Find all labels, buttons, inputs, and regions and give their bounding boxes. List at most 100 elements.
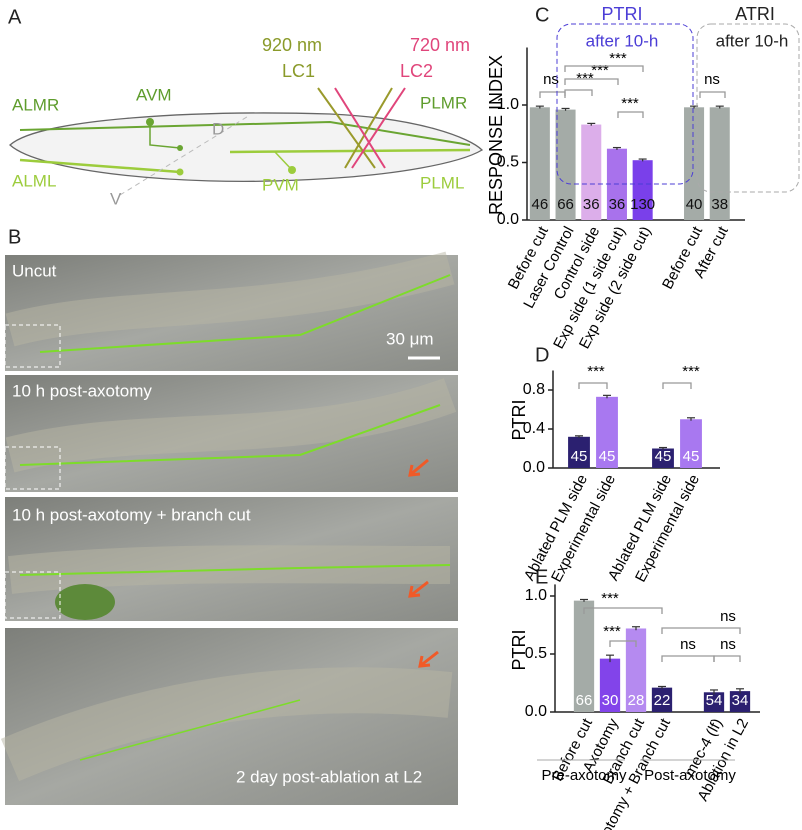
y-tick-label: 0.0 bbox=[497, 211, 519, 228]
axis-label: V bbox=[110, 189, 122, 208]
worm-body bbox=[5, 251, 455, 347]
arrow bbox=[408, 580, 429, 598]
count-label: 36 bbox=[583, 196, 600, 213]
count-label: 36 bbox=[609, 196, 626, 213]
significance-bracket bbox=[564, 89, 593, 96]
dv-axis bbox=[119, 114, 251, 196]
scale-bar-label: 30 μm bbox=[386, 329, 434, 348]
count-label: 28 bbox=[628, 692, 645, 709]
significance-bracket bbox=[661, 627, 741, 634]
bar bbox=[555, 109, 576, 220]
bar bbox=[680, 419, 702, 468]
count-label: 45 bbox=[683, 448, 700, 465]
y-axis-label: RESPONSE INDEX bbox=[486, 55, 506, 215]
bar bbox=[599, 658, 621, 712]
laser-name: LC1 bbox=[282, 61, 315, 81]
panel-label: E bbox=[535, 566, 548, 588]
bar bbox=[596, 396, 618, 468]
panel-label: D bbox=[535, 344, 549, 366]
significance-label: *** bbox=[682, 363, 700, 380]
bar bbox=[684, 107, 705, 220]
count-label: 40 bbox=[686, 196, 703, 213]
significance-label: *** bbox=[609, 50, 627, 67]
worm-outline bbox=[9, 112, 484, 183]
bar bbox=[729, 691, 751, 712]
y-tick-label: 0.0 bbox=[525, 703, 547, 720]
laser-wavelength: 920 nm bbox=[262, 35, 322, 55]
count-label: 34 bbox=[732, 692, 749, 709]
neuron-process bbox=[274, 151, 293, 171]
neuron-process bbox=[19, 120, 471, 146]
neuron-label: PLML bbox=[420, 173, 464, 192]
y-tick-label: 0.4 bbox=[523, 420, 545, 437]
worm-body bbox=[7, 545, 451, 594]
bar bbox=[529, 107, 550, 220]
count-label: 30 bbox=[602, 692, 619, 709]
inset-box bbox=[4, 571, 61, 619]
significance-label: ns bbox=[720, 608, 736, 625]
neuron-soma bbox=[177, 145, 183, 151]
laser-name: LC2 bbox=[400, 61, 433, 81]
bar bbox=[625, 628, 647, 712]
significance-bracket bbox=[661, 655, 715, 662]
neuron-label: AVM bbox=[136, 85, 172, 104]
y-axis-label: PTRI bbox=[509, 629, 529, 670]
group-subtitle: after 10-h bbox=[586, 31, 659, 50]
bar bbox=[651, 687, 673, 712]
significance-label: *** bbox=[621, 95, 639, 112]
significance-bracket bbox=[617, 111, 644, 118]
bar bbox=[652, 448, 674, 468]
significance-bracket bbox=[699, 91, 726, 98]
count-label: 66 bbox=[576, 692, 593, 709]
significance-bracket bbox=[539, 91, 566, 98]
neuron-process bbox=[79, 699, 301, 761]
significance-label: *** bbox=[603, 623, 621, 640]
neuron-label: PLMR bbox=[420, 93, 467, 112]
group-box bbox=[556, 23, 694, 185]
neuron-process bbox=[149, 125, 181, 149]
y-tick-label: 1.0 bbox=[497, 96, 519, 113]
significance-label: *** bbox=[587, 363, 605, 380]
count-label: 38 bbox=[711, 196, 728, 213]
count-label: 45 bbox=[599, 448, 616, 465]
laser-wavelength: 720 nm bbox=[410, 35, 470, 55]
panel-label: A bbox=[8, 6, 22, 28]
neuron-process bbox=[19, 148, 471, 174]
count-label: 22 bbox=[654, 692, 671, 709]
arrow bbox=[418, 650, 439, 668]
neuron-label: ALML bbox=[12, 171, 56, 190]
group-label: Pre-axotomy bbox=[541, 767, 627, 784]
worm-body bbox=[5, 378, 457, 473]
neuron-soma bbox=[146, 118, 154, 126]
embryo bbox=[55, 584, 115, 620]
neuron-label: ALMR bbox=[12, 95, 59, 114]
significance-label: ns bbox=[704, 71, 720, 88]
group-label: Post-axotomy bbox=[644, 767, 736, 784]
significance-label: ns bbox=[720, 636, 736, 653]
panel-label: C bbox=[535, 4, 549, 26]
count-label: 66 bbox=[557, 196, 574, 213]
worm-body bbox=[0, 667, 453, 782]
bar bbox=[573, 600, 595, 712]
count-label: 46 bbox=[532, 196, 549, 213]
bar bbox=[703, 692, 725, 712]
y-tick-label: 0.5 bbox=[497, 154, 519, 171]
arrow bbox=[408, 458, 429, 477]
laser-beam bbox=[334, 87, 406, 169]
image-label: Uncut bbox=[12, 261, 57, 280]
significance-bracket bbox=[713, 655, 741, 662]
count-label: 45 bbox=[571, 448, 588, 465]
significance-label: ns bbox=[680, 636, 696, 653]
significance-label: *** bbox=[591, 62, 609, 79]
significance-bracket bbox=[564, 78, 619, 85]
bar bbox=[709, 107, 730, 220]
panel-label: B bbox=[8, 226, 21, 248]
bar bbox=[632, 160, 653, 220]
axis-label: D bbox=[212, 119, 224, 138]
neuron-soma bbox=[176, 168, 184, 176]
significance-bracket bbox=[609, 640, 637, 647]
neuron-process bbox=[39, 274, 451, 353]
group-box bbox=[696, 23, 800, 193]
bar bbox=[568, 436, 590, 468]
